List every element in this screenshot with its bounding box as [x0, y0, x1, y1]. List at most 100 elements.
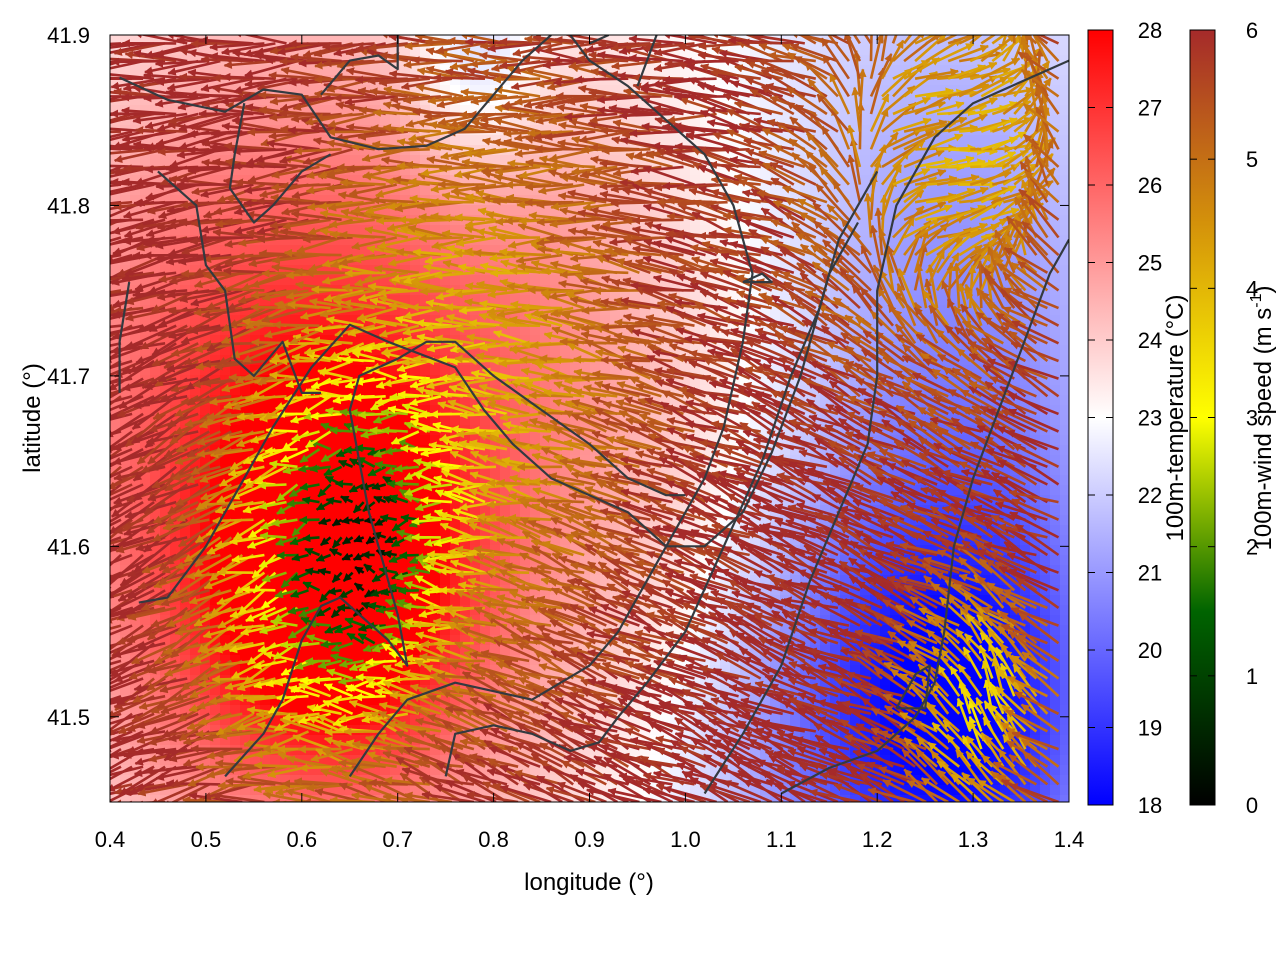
heatmap-cell: [120, 285, 131, 296]
heatmap-cell: [430, 35, 441, 46]
heatmap-cell: [140, 245, 151, 256]
heatmap-cell: [320, 785, 331, 796]
heatmap-cell: [280, 365, 291, 376]
heatmap-cell: [410, 155, 421, 166]
heatmap-cell: [320, 755, 331, 766]
heatmap-cell: [130, 185, 141, 196]
heatmap-cell: [230, 195, 241, 206]
heatmap-cell: [280, 485, 291, 496]
heatmap-cell: [380, 765, 391, 776]
heatmap-cell: [210, 495, 221, 506]
heatmap-cell: [260, 795, 271, 802]
heatmap-cell: [200, 205, 211, 216]
heatmap-cell: [440, 85, 451, 96]
heatmap-cell: [250, 75, 261, 86]
heatmap-cell: [130, 65, 141, 76]
heatmap-cell: [250, 485, 261, 496]
heatmap-cell: [260, 35, 271, 46]
heatmap-cell: [220, 735, 231, 746]
heatmap-cell: [210, 595, 221, 606]
heatmap-cell: [460, 335, 471, 346]
heatmap-cell: [250, 165, 261, 176]
heatmap-cell: [420, 455, 431, 466]
heatmap-cell: [170, 715, 181, 726]
heatmap-cell: [400, 45, 411, 56]
heatmap-cell: [260, 765, 271, 776]
heatmap-cell: [380, 205, 391, 216]
heatmap-cell: [420, 245, 431, 256]
heatmap-cell: [160, 335, 171, 346]
heatmap-cell: [410, 605, 421, 616]
heatmap-cell: [410, 45, 421, 56]
heatmap-cell: [400, 105, 411, 116]
heatmap-cell: [460, 485, 471, 496]
heatmap-cell: [210, 405, 221, 416]
heatmap-cell: [470, 255, 481, 266]
heatmap-cell: [150, 225, 161, 236]
heatmap-cell: [320, 105, 331, 116]
heatmap-cell: [330, 705, 341, 716]
heatmap-cell: [330, 635, 341, 646]
heatmap-cell: [500, 295, 511, 306]
heatmap-cell: [200, 545, 211, 556]
heatmap-cell: [130, 775, 141, 786]
heatmap-cell: [420, 45, 431, 56]
heatmap-cell: [340, 335, 351, 346]
heatmap-cell: [320, 665, 331, 676]
heatmap-cell: [190, 85, 201, 96]
heatmap-cell: [260, 545, 271, 556]
heatmap-cell: [160, 245, 171, 256]
heatmap-cell: [430, 745, 441, 756]
heatmap-cell: [400, 785, 411, 796]
heatmap-cell: [370, 335, 381, 346]
heatmap-cell: [250, 795, 261, 802]
heatmap-cell: [170, 195, 181, 206]
heatmap-cell: [250, 615, 261, 626]
heatmap-cell: [310, 545, 321, 556]
heatmap-cell: [300, 225, 311, 236]
heatmap-cell: [330, 225, 341, 236]
heatmap-cell: [280, 315, 291, 326]
heatmap-cell: [470, 495, 481, 506]
heatmap-cell: [370, 565, 381, 576]
heatmap-cell: [360, 575, 371, 586]
heatmap-cell: [400, 505, 411, 516]
heatmap-cell: [250, 425, 261, 436]
heatmap-cell: [370, 595, 381, 606]
heatmap-cell: [350, 595, 361, 606]
heatmap-cell: [190, 115, 201, 126]
heatmap-cell: [450, 455, 461, 466]
heatmap-cell: [240, 155, 251, 166]
heatmap-cell: [280, 405, 291, 416]
heatmap-cell: [360, 755, 371, 766]
heatmap-cell: [360, 305, 371, 316]
heatmap-cell: [240, 495, 251, 506]
heatmap-cell: [460, 605, 471, 616]
heatmap-cell: [360, 335, 371, 346]
heatmap-cell: [160, 775, 171, 786]
heatmap-cell: [150, 195, 161, 206]
heatmap-cell: [210, 775, 221, 786]
heatmap-cell: [130, 705, 141, 716]
heatmap-cell: [220, 755, 231, 766]
heatmap-cell: [350, 465, 361, 476]
heatmap-cell: [270, 505, 281, 516]
heatmap-cell: [670, 135, 681, 146]
heatmap-cell: [430, 225, 441, 236]
heatmap-cell: [190, 225, 201, 236]
heatmap-cell: [410, 385, 421, 396]
heatmap-cell: [130, 95, 141, 106]
heatmap-cell: [270, 165, 281, 176]
heatmap-cell: [330, 455, 341, 466]
heatmap-cell: [160, 505, 171, 516]
heatmap-cell: [200, 455, 211, 466]
heatmap-cell: [370, 765, 381, 776]
heatmap-cell: [270, 465, 281, 476]
heatmap-cell: [300, 395, 311, 406]
heatmap-cell: [350, 105, 361, 116]
heatmap-cell: [440, 245, 451, 256]
heatmap-cell: [260, 655, 271, 666]
heatmap-cell: [530, 295, 541, 306]
heatmap-cell: [260, 175, 271, 186]
heatmap-cell: [420, 155, 431, 166]
